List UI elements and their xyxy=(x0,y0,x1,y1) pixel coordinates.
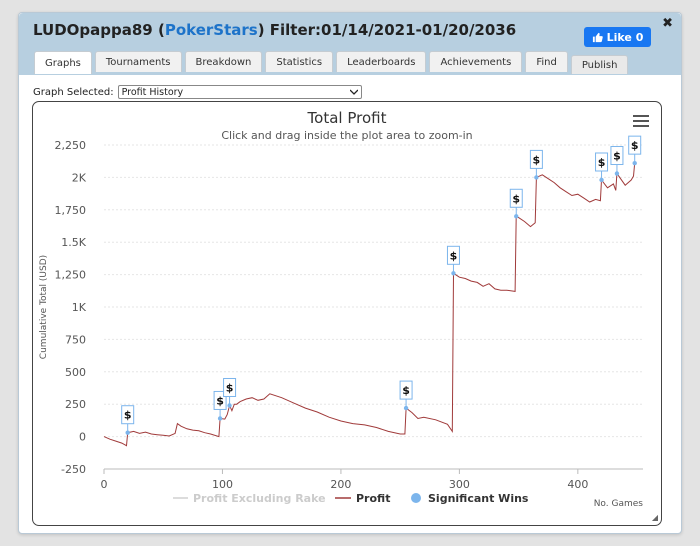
significant-win-point xyxy=(403,405,409,411)
thumbs-up-icon xyxy=(592,32,603,42)
x-axis-title: No. Games xyxy=(594,499,644,509)
win-flag-label: $ xyxy=(450,249,458,262)
win-flag-box xyxy=(628,135,642,155)
y-tick-label: 0 xyxy=(79,431,86,444)
significant-win-point xyxy=(217,416,223,421)
win-flag-box xyxy=(529,149,543,169)
win-flag-box xyxy=(223,377,237,397)
facebook-like-button[interactable]: Like 0 xyxy=(584,27,651,47)
significant-win-point xyxy=(599,177,604,183)
significant-win-point xyxy=(534,175,539,180)
y-tick-label: 1,250 xyxy=(55,269,87,282)
y-tick-label: 1K xyxy=(72,301,87,314)
significant-win-point xyxy=(632,160,637,166)
win-flag-box xyxy=(610,146,624,166)
tab-bar: Graphs Tournaments Breakdown Statistics … xyxy=(34,51,629,75)
chart-container[interactable]: Total Profit Click and drag inside the pl… xyxy=(32,101,662,526)
date-filter: Filter:01/14/2021-01/20/2036 xyxy=(269,21,517,39)
win-flag-label: $ xyxy=(613,150,621,163)
resize-handle-icon[interactable]: ◢ xyxy=(651,513,658,522)
y-tick-label: 250 xyxy=(65,398,86,411)
y-tick-label: 1.5K xyxy=(61,236,86,249)
widget-title: LUDOpappa89 (PokerStars) Filter:01/14/20… xyxy=(33,21,517,39)
chart-title: Total Profit xyxy=(307,109,387,127)
win-flag-label: $ xyxy=(226,381,234,394)
significant-win-point xyxy=(614,171,620,176)
tab-achievements[interactable]: Achievements xyxy=(429,51,523,72)
legend-rake-label: Profit Excluding Rake xyxy=(193,492,326,505)
x-tick-label: 0 xyxy=(101,478,108,491)
graph-select[interactable]: Profit History xyxy=(117,85,362,99)
x-tick-label: 200 xyxy=(330,478,351,491)
x-tick-label: 300 xyxy=(449,478,470,491)
y-tick-label: 500 xyxy=(65,366,86,379)
y-axis-title: Cumulative Total (USD) xyxy=(39,255,49,359)
win-flag-label: $ xyxy=(402,384,410,397)
y-tick-label: 1,750 xyxy=(55,204,87,217)
site-name[interactable]: PokerStars xyxy=(164,21,258,39)
significant-win-point xyxy=(514,214,519,219)
win-flag-label: $ xyxy=(631,139,639,152)
chevron-down-icon xyxy=(349,89,358,95)
tab-statistics[interactable]: Statistics xyxy=(265,51,334,72)
tab-publish[interactable]: Publish xyxy=(570,55,629,74)
tab-breakdown[interactable]: Breakdown xyxy=(184,51,263,72)
significant-win-point xyxy=(125,430,130,435)
profit-widget-window: LUDOpappa89 (PokerStars) Filter:01/14/20… xyxy=(18,12,682,534)
y-tick-label: -250 xyxy=(61,463,86,476)
y-tick-label: 2K xyxy=(72,171,87,184)
win-flag-box xyxy=(446,245,460,265)
graph-selector-label: Graph Selected: xyxy=(33,86,114,98)
like-label: Like 0 xyxy=(606,30,644,44)
widget-header: LUDOpappa89 (PokerStars) Filter:01/14/20… xyxy=(19,13,681,75)
tab-find[interactable]: Find xyxy=(525,51,568,72)
significant-win-point xyxy=(227,403,232,408)
win-flag-box xyxy=(399,380,413,400)
tab-tournaments[interactable]: Tournaments xyxy=(94,51,182,72)
legend-wins-symbol xyxy=(411,493,421,503)
graph-selector-row: Graph Selected: Profit History xyxy=(33,85,362,99)
win-flag-label: $ xyxy=(124,409,132,422)
y-tick-label: 2,250 xyxy=(55,139,87,152)
win-flag-label: $ xyxy=(533,153,541,166)
player-name: LUDOpappa89 xyxy=(33,21,153,39)
x-tick-label: 100 xyxy=(212,478,233,491)
x-tick-label: 400 xyxy=(567,478,588,491)
win-flag-box xyxy=(509,188,523,208)
significant-win-point xyxy=(451,271,456,276)
win-flag-label: $ xyxy=(598,156,606,169)
legend-profit-label: Profit xyxy=(356,492,390,505)
tab-graphs[interactable]: Graphs xyxy=(34,51,92,74)
close-icon[interactable]: ✖ xyxy=(662,16,673,31)
y-tick-label: 750 xyxy=(65,333,86,346)
graph-select-value: Profit History xyxy=(121,86,184,98)
hamburger-menu-icon[interactable] xyxy=(633,115,649,127)
profit-chart[interactable]: Total Profit Click and drag inside the pl… xyxy=(33,102,661,525)
win-flag-label: $ xyxy=(216,394,224,407)
profit-line xyxy=(103,163,636,447)
legend-wins-label: Significant Wins xyxy=(428,492,529,505)
win-flag-box xyxy=(121,405,135,425)
tab-leaderboards[interactable]: Leaderboards xyxy=(336,51,427,72)
win-flag-label: $ xyxy=(512,192,520,205)
chart-subtitle: Click and drag inside the plot area to z… xyxy=(221,129,472,142)
win-flag-box xyxy=(595,152,609,172)
